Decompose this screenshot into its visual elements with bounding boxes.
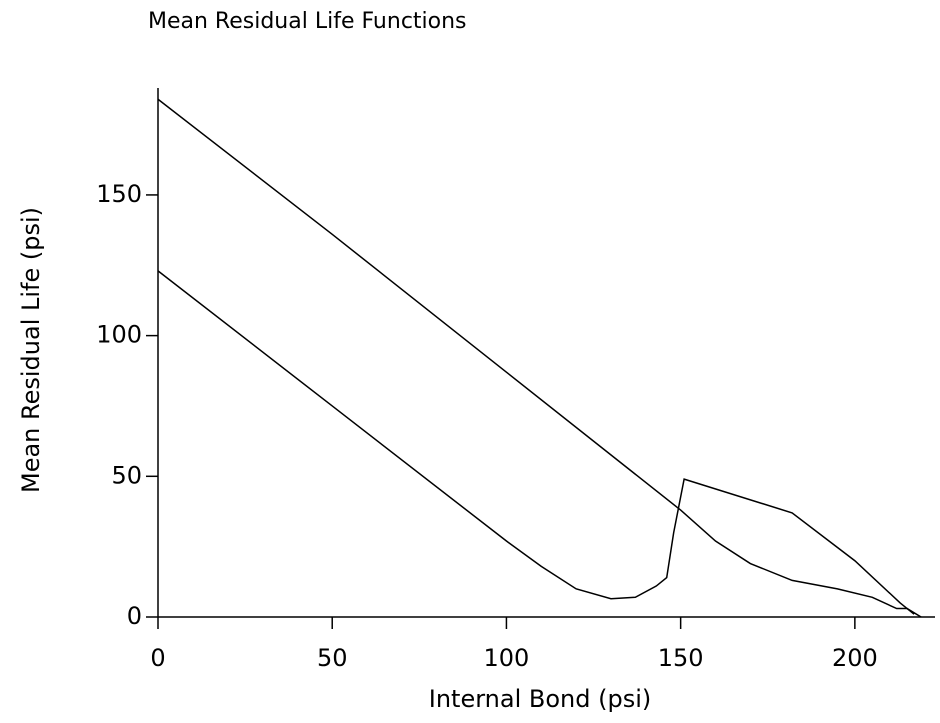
x-tick-label: 150: [658, 644, 704, 672]
y-tick-label: 150: [96, 180, 142, 208]
chart-title: Mean Residual Life Functions: [148, 9, 467, 34]
y-tick-label: 0: [127, 602, 142, 630]
line-series: [157, 270, 915, 615]
x-tick-label: 100: [484, 644, 530, 672]
x-tick-label: 0: [150, 644, 165, 672]
y-axis-label: Mean Residual Life (psi): [17, 207, 45, 493]
x-tick-label: 200: [832, 644, 878, 672]
x-axis-label: Internal Bond (psi): [429, 685, 651, 713]
y-tick-label: 100: [96, 321, 142, 349]
x-tick-label: 50: [317, 644, 348, 672]
y-tick-label: 50: [111, 461, 142, 489]
line-series: [157, 98, 922, 618]
